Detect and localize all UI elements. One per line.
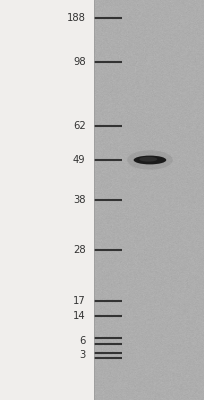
Ellipse shape [134, 156, 166, 164]
Text: 49: 49 [73, 155, 86, 165]
Text: 98: 98 [73, 57, 86, 67]
Ellipse shape [127, 150, 173, 170]
Ellipse shape [139, 157, 157, 162]
Text: 38: 38 [73, 195, 86, 205]
Text: 28: 28 [73, 245, 86, 255]
Text: 6: 6 [79, 336, 86, 346]
Text: 188: 188 [67, 13, 86, 23]
Text: 17: 17 [73, 296, 86, 306]
Text: 14: 14 [73, 311, 86, 321]
Bar [94, 0, 204, 400]
Text: 62: 62 [73, 121, 86, 131]
Text: 3: 3 [79, 350, 86, 360]
